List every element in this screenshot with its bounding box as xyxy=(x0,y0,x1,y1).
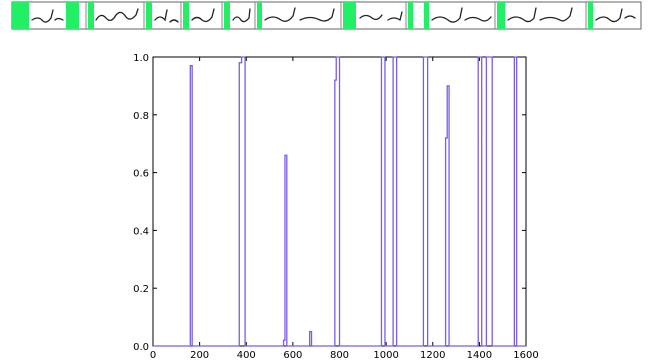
segment-highlight xyxy=(146,2,152,29)
x-tick-label: 1600 xyxy=(513,350,538,361)
x-axis: 0 200 400 600 800 1000 1200 1400 1600 xyxy=(150,57,539,361)
y-tick-label: 0.8 xyxy=(133,111,149,122)
segment-highlight xyxy=(588,2,593,29)
x-tick-label: 800 xyxy=(330,350,349,361)
x-tick-label: 600 xyxy=(283,350,302,361)
x-tick-label: 1200 xyxy=(420,350,445,361)
x-tick-label: 200 xyxy=(190,350,209,361)
segment-highlight xyxy=(88,2,94,29)
segment-highlight xyxy=(66,2,79,29)
probability-line xyxy=(153,56,526,347)
segment-highlight xyxy=(408,2,413,29)
x-tick-label: 1400 xyxy=(467,350,492,361)
x-tick-label: 0 xyxy=(150,350,156,361)
segment-highlight xyxy=(12,2,29,29)
handwriting-ink xyxy=(31,7,636,23)
segment-highlight xyxy=(497,2,505,29)
segment-highlight xyxy=(424,2,429,29)
segmentation-strip xyxy=(11,1,642,30)
y-tick-label: 1.0 xyxy=(133,53,149,64)
y-tick-label: 0.0 xyxy=(133,342,149,353)
y-axis: 0.0 0.2 0.4 0.6 0.8 1.0 xyxy=(133,53,526,353)
segment-highlight xyxy=(257,2,262,29)
data-series xyxy=(153,56,526,347)
y-tick-label: 0.6 xyxy=(133,169,149,180)
segment-highlight xyxy=(224,2,230,29)
x-tick-label: 400 xyxy=(237,350,256,361)
segment-highlight xyxy=(343,2,356,29)
y-tick-label: 0.2 xyxy=(133,284,149,295)
y-tick-label: 0.4 xyxy=(133,226,149,237)
x-tick-label: 1000 xyxy=(373,350,398,361)
plot-area: 0 200 400 600 800 1000 1200 1400 1600 0.00.20.40… xyxy=(133,53,539,361)
strip-border xyxy=(11,1,642,30)
segment-highlight xyxy=(183,2,189,29)
